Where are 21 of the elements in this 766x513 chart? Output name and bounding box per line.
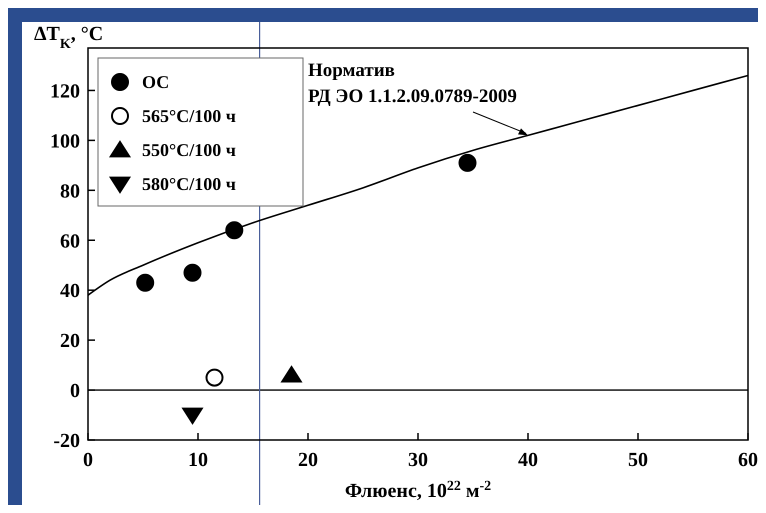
x-axis-title: Флюенс, 10$^{22}$ м$^{-2}$: [344, 478, 492, 502]
x-tick-label: 20: [298, 449, 318, 471]
x-tick-label: 40: [518, 449, 538, 471]
x-tick-label: 10: [188, 449, 208, 471]
y-tick-label: 0: [70, 380, 80, 402]
y-axis-title: ΔT$_{K}$, °C: [34, 23, 104, 52]
annotation: Норматив РД ЭО 1.1.2.09.0789-2009: [308, 60, 517, 107]
y-tick-label: 20: [60, 330, 80, 352]
y-tick-label: 120: [50, 80, 80, 102]
legend-label: ОС: [142, 72, 170, 92]
y-tick-label: 40: [60, 280, 80, 302]
y-tick-label: 100: [50, 130, 80, 152]
y-tick-label: 60: [60, 230, 80, 252]
legend-label: 550°C/100 ч: [142, 140, 236, 160]
legend-label: 580°C/100 ч: [142, 174, 236, 194]
x-tick-label: 50: [628, 449, 648, 471]
legend-label: 565°C/100 ч: [142, 106, 236, 126]
x-tick-label: 30: [408, 449, 428, 471]
x-tick-label: 60: [738, 449, 758, 471]
y-tick-label: -20: [53, 430, 80, 452]
y-tick-label: 80: [60, 180, 80, 202]
